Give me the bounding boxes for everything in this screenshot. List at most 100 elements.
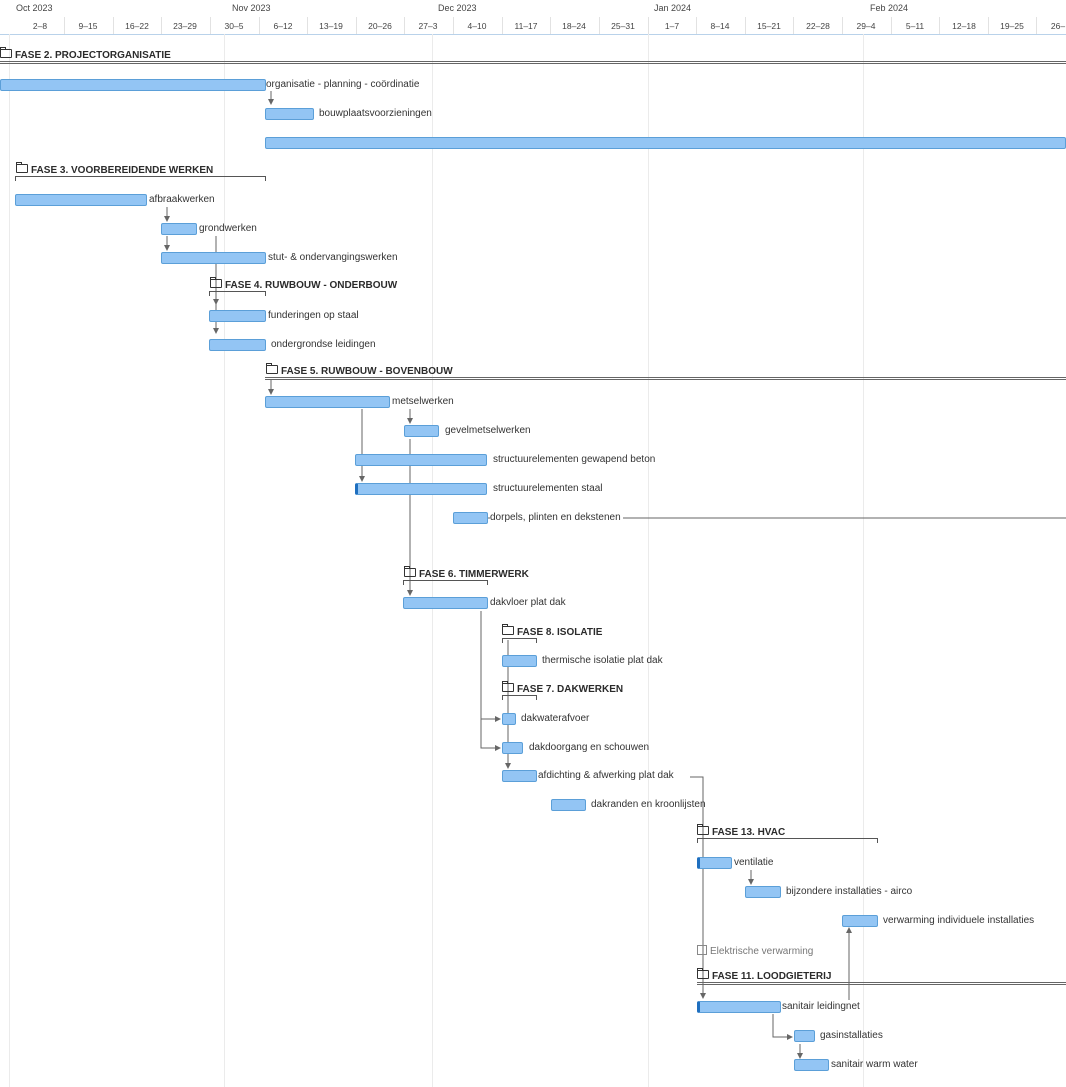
task-bar[interactable]	[404, 425, 439, 437]
task-bar[interactable]	[209, 339, 266, 351]
task-bar[interactable]	[265, 137, 1066, 149]
phase-header-fase-3[interactable]: FASE 3. VOORBEREIDENDE WERKEN	[16, 162, 214, 177]
week-label: 8–14	[710, 21, 730, 31]
phase-header-fase-7[interactable]: FASE 7. DAKWERKEN	[502, 681, 624, 696]
week-label: 19–25	[1000, 21, 1024, 31]
task-bar[interactable]	[355, 483, 487, 495]
phase-label: FASE 6. TIMMERWERK	[419, 569, 529, 580]
task-label: funderingen op staal	[268, 310, 359, 321]
task-label: dorpels, plinten en dekstenen	[490, 512, 623, 524]
timeline-months: Oct 2023 Nov 2023 Dec 2023 Jan 2024 Feb …	[0, 0, 1066, 17]
month-label: Oct 2023	[16, 3, 53, 13]
week-label: 20–26	[368, 21, 392, 31]
phase-summary-bar[interactable]	[265, 377, 1066, 380]
task-bar[interactable]	[794, 1030, 815, 1042]
phase-summary-bar[interactable]	[15, 176, 266, 181]
week-label: 30–5	[224, 21, 244, 31]
task-bar[interactable]	[502, 742, 523, 754]
task-bar[interactable]	[502, 770, 537, 782]
week-label: 22–28	[806, 21, 830, 31]
task-bar[interactable]	[745, 886, 781, 898]
phase-summary-bar[interactable]	[697, 982, 1066, 985]
week-label: 4–10	[467, 21, 487, 31]
task-bar[interactable]	[161, 252, 266, 264]
month-label: Feb 2024	[870, 3, 909, 13]
month-label: Jan 2024	[654, 3, 692, 13]
task-label: dakvloer plat dak	[490, 597, 566, 608]
task-label: metselwerken	[392, 396, 454, 407]
week-label: 9–15	[78, 21, 98, 31]
week-label: 23–29	[173, 21, 197, 31]
task-bar[interactable]	[355, 454, 487, 466]
task-bar[interactable]	[794, 1059, 829, 1071]
task-bar[interactable]	[15, 194, 147, 206]
week-label: 16–22	[125, 21, 149, 31]
task-bar[interactable]	[697, 1001, 781, 1013]
task-bar[interactable]	[161, 223, 197, 235]
week-label: 26–	[1050, 21, 1066, 31]
phase-header-fase-11[interactable]: FASE 11. LOODGIETERIJ	[697, 968, 832, 983]
week-label: 11–17	[514, 21, 538, 31]
week-label: 25–31	[611, 21, 635, 31]
week-label: 2–8	[32, 21, 48, 31]
task-label: bouwplaatsvoorzieningen	[319, 108, 432, 119]
task-label: dakwaterafvoer	[521, 713, 590, 724]
phase-label: FASE 11. LOODGIETERIJ	[712, 971, 832, 982]
task-label: structuurelementen staal	[493, 483, 603, 494]
task-label: afbraakwerken	[149, 194, 215, 205]
task-bar[interactable]	[453, 512, 488, 524]
task-bar[interactable]	[842, 915, 878, 927]
month-label: Dec 2023	[438, 3, 477, 13]
folder-icon	[16, 162, 28, 173]
phase-summary-bar[interactable]	[502, 638, 537, 643]
week-label: 5–11	[905, 21, 925, 31]
task-bar[interactable]	[551, 799, 586, 811]
task-label: structuurelementen gewapend beton	[493, 454, 656, 465]
phase-header-fase-4[interactable]: FASE 4. RUWBOUW - ONDERBOUW	[210, 277, 397, 292]
folder-icon	[502, 624, 514, 635]
task-label: sanitair warm water	[831, 1059, 918, 1070]
task-bar[interactable]	[403, 597, 488, 609]
week-label: 29–4	[856, 21, 876, 31]
phase-label: FASE 13. HVAC	[712, 827, 786, 838]
task-label: sanitair leidingnet	[782, 1001, 860, 1013]
phase-header-fase-13[interactable]: FASE 13. HVAC	[697, 824, 786, 839]
week-label: 15–21	[757, 21, 781, 31]
phase-label: FASE 8. ISOLATIE	[517, 627, 603, 638]
task-label: dakranden en kroonlijsten	[591, 799, 706, 810]
task-bar[interactable]	[502, 655, 537, 667]
task-bar[interactable]	[265, 396, 390, 408]
phase-summary-bar[interactable]	[502, 695, 537, 700]
phase-label: FASE 7. DAKWERKEN	[517, 684, 624, 695]
folder-icon	[404, 566, 416, 577]
week-label: 13–19	[319, 21, 343, 31]
task-bar[interactable]	[697, 857, 732, 869]
task-bar[interactable]	[265, 108, 314, 120]
phase-header-fase-8[interactable]: FASE 8. ISOLATIE	[502, 624, 603, 639]
week-label: 6–12	[273, 21, 293, 31]
phase-header-fase-6[interactable]: FASE 6. TIMMERWERK	[404, 566, 529, 581]
week-label: 1–7	[664, 21, 680, 31]
phase-summary-bar[interactable]	[697, 838, 878, 843]
phase-summary-bar[interactable]	[403, 580, 488, 585]
phase-header-fase-2[interactable]: FASE 2. PROJECTORGANISATIE	[0, 47, 171, 62]
milestone-row[interactable]: Elektrische verwarming	[697, 944, 813, 958]
task-bar[interactable]	[502, 713, 516, 725]
phase-label: FASE 3. VOORBEREIDENDE WERKEN	[31, 165, 214, 176]
folder-icon	[502, 681, 514, 692]
task-label: bijzondere installaties - airco	[786, 886, 913, 897]
folder-icon	[697, 968, 709, 979]
phase-label: FASE 5. RUWBOUW - BOVENBOUW	[281, 366, 453, 377]
task-label: ondergrondse leidingen	[271, 339, 376, 350]
task-label: organisatie - planning - coördinatie	[266, 79, 420, 90]
task-bar[interactable]	[0, 79, 266, 91]
calendar-icon	[697, 945, 707, 955]
phase-summary-bar[interactable]	[0, 61, 1066, 64]
task-bar[interactable]	[209, 310, 266, 322]
folder-icon	[0, 47, 12, 58]
task-label: thermische isolatie plat dak	[542, 655, 663, 666]
phase-summary-bar[interactable]	[209, 291, 266, 296]
task-label: stut- & ondervangingswerken	[268, 252, 398, 263]
phase-header-fase-5[interactable]: FASE 5. RUWBOUW - BOVENBOUW	[266, 363, 453, 378]
